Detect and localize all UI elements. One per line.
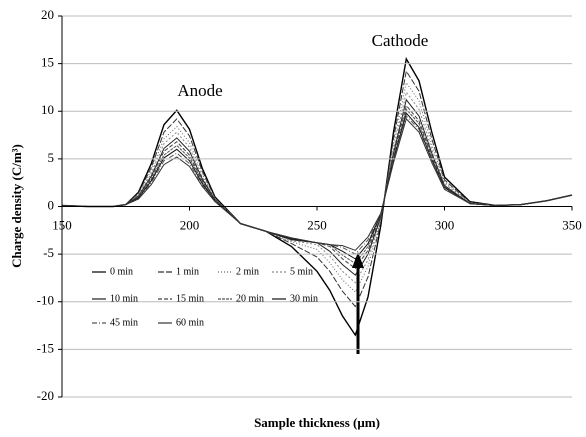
legend-label: 2 min: [236, 266, 259, 277]
x-axis-label: Sample thickness (μm): [254, 415, 380, 430]
legend-label: 0 min: [110, 266, 133, 277]
y-tick-label: 5: [48, 150, 55, 165]
y-tick-label: 0: [48, 197, 55, 212]
legend-label: 1 min: [176, 266, 199, 277]
y-tick-label: -10: [37, 293, 54, 308]
series-line: [61, 104, 573, 270]
cathode-label: Cathode: [372, 31, 429, 50]
x-tick-label: 250: [307, 217, 327, 232]
legend-label: 5 min: [290, 266, 313, 277]
series-line: [61, 98, 573, 276]
x-tick-label: 150: [52, 217, 72, 232]
legend-label: 10 min: [110, 293, 138, 304]
series-line: [61, 69, 573, 308]
y-tick-label: 10: [41, 102, 54, 117]
x-tick-label: 200: [180, 217, 200, 232]
series-line: [61, 108, 573, 265]
x-tick-label: 300: [435, 217, 455, 232]
legend-label: 60 min: [176, 317, 204, 328]
legend-label: 15 min: [176, 293, 204, 304]
y-tick-label: 15: [41, 55, 54, 70]
legend-label: 45 min: [110, 317, 138, 328]
series-line: [61, 56, 573, 337]
arrow-head: [352, 252, 364, 268]
plot: [61, 56, 573, 337]
series-line: [61, 91, 573, 284]
anode-label: Anode: [177, 81, 222, 100]
y-tick-label: -20: [37, 388, 54, 403]
x-tick-label: 350: [562, 217, 582, 232]
legend-label: 30 min: [290, 293, 318, 304]
y-axis-label: Charge density (C/m³): [9, 144, 24, 268]
y-tick-label: 20: [41, 7, 54, 22]
y-tick-label: -15: [37, 340, 54, 355]
y-tick-label: -5: [43, 245, 54, 260]
series-line: [61, 115, 573, 255]
legend-label: 20 min: [236, 293, 264, 304]
series-line: [61, 117, 573, 251]
series-line: [61, 81, 573, 294]
series-line: [61, 112, 573, 260]
